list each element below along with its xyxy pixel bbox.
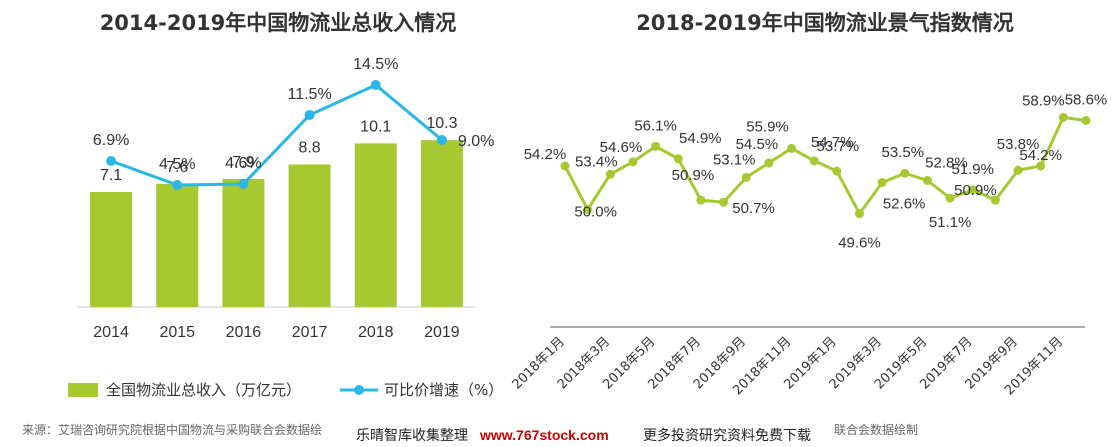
- index-point-label: 56.1%: [634, 117, 677, 134]
- growth-point-label: 4.5%: [159, 156, 195, 173]
- revenue-bar: [288, 164, 331, 307]
- index-point: [764, 158, 774, 168]
- year-tick-label: 2019: [424, 324, 460, 341]
- index-point: [900, 168, 910, 178]
- index-point-label: 50.0%: [574, 203, 617, 220]
- index-point-label: 50.9%: [672, 167, 715, 184]
- year-tick-label: 2018: [358, 324, 394, 341]
- legend-swatch-bar: [68, 383, 98, 397]
- index-point: [1058, 112, 1068, 122]
- index-point-label: 55.9%: [746, 118, 789, 135]
- index-point: [968, 185, 978, 195]
- legend-label-bar: 全国物流业总收入（万亿元）: [106, 381, 301, 399]
- index-point-label: 54.5%: [736, 136, 779, 153]
- index-point: [1013, 165, 1023, 175]
- index-point: [922, 175, 932, 185]
- watermark-url: www.767stock.com: [479, 427, 609, 443]
- legend-label-line: 可比价增速（%）: [384, 381, 503, 399]
- index-point: [877, 178, 887, 188]
- revenue-bar: [420, 140, 463, 307]
- growth-point: [304, 110, 315, 120]
- index-point: [787, 143, 797, 153]
- index-line: [563, 115, 1087, 217]
- left-chart-title: 2014-2019年中国物流业总收入情况: [100, 11, 457, 35]
- source-note: 来源：艾瑞咨询研究院根据中国物流与采购联合会数据绘: [22, 422, 322, 437]
- left-chart: 7.1 7.6 7.9 8.8 10.1 10.3 6.9% 4.5% 4.6% 11.5% 14…: [78, 56, 494, 341]
- index-point: [696, 195, 706, 205]
- revenue-bar-label: 7.6: [166, 159, 188, 176]
- index-point-label: 52.6%: [883, 196, 926, 213]
- growth-point: [172, 180, 183, 190]
- index-point-label: 50.7%: [732, 200, 775, 217]
- index-point-label: 49.6%: [838, 235, 881, 252]
- year-tick-label: 2016: [226, 324, 262, 341]
- index-point-label: 58.9%: [1022, 92, 1065, 109]
- watermark-right: 更多投资研究资料免费下载: [643, 427, 811, 444]
- revenue-bar-label: 10.3: [426, 115, 457, 132]
- revenue-bar-label: 8.8: [298, 139, 320, 156]
- index-point: [1036, 161, 1046, 171]
- index-point: [583, 204, 593, 214]
- source-note-tail: 联合会数据绘制: [834, 422, 918, 437]
- growth-point-label: 4.6%: [225, 155, 261, 172]
- index-point: [990, 195, 1000, 205]
- index-point-label: 54.9%: [679, 130, 722, 147]
- index-point-label: 54.2%: [524, 146, 567, 163]
- index-point-label: 53.7%: [817, 138, 860, 155]
- index-point-label: 53.1%: [713, 151, 756, 168]
- growth-point: [436, 135, 447, 145]
- index-point: [628, 157, 638, 167]
- revenue-bar: [90, 191, 133, 307]
- index-point: [673, 154, 683, 164]
- growth-point: [370, 80, 381, 90]
- index-point: [1081, 115, 1091, 125]
- index-point: [560, 161, 570, 171]
- index-point-label: 53.8%: [997, 136, 1040, 153]
- index-point-label: 51.9%: [951, 161, 994, 178]
- growth-point-label: 11.5%: [287, 86, 331, 103]
- index-point: [605, 169, 615, 179]
- growth-point-label: 6.9%: [93, 132, 129, 149]
- index-point: [719, 197, 729, 207]
- index-point-label: 54.6%: [600, 139, 643, 156]
- index-point: [854, 209, 864, 219]
- index-point-label: 52.8%: [925, 154, 968, 171]
- growth-point: [238, 179, 249, 189]
- watermark-background: [352, 423, 820, 445]
- index-point-label: 53.4%: [575, 153, 618, 170]
- growth-point-label: 9.0%: [458, 133, 494, 150]
- right-chart: 54.2% 50.0% 53.4%54.6% 56.1%54.9% 50.9% 50.7%…: [510, 91, 1108, 398]
- legend-marker-line: [354, 385, 364, 395]
- revenue-bar-label: 7.9: [232, 154, 254, 171]
- growth-point-label: 14.5%: [353, 56, 398, 73]
- index-point-label: 51.1%: [929, 214, 972, 231]
- right-chart-title: 2018-2019年中国物流业景气指数情况: [636, 11, 1014, 35]
- index-point: [809, 156, 819, 166]
- year-tick-label: 2017: [292, 324, 328, 341]
- index-point: [741, 172, 751, 182]
- legend: 全国物流业总收入（万亿元） 可比价增速（%）: [68, 381, 503, 399]
- index-point-label: 53.5%: [882, 144, 925, 161]
- index-point-label: 54.7%: [811, 134, 854, 151]
- revenue-bar-label: 10.1: [360, 118, 391, 135]
- revenue-bar: [354, 143, 397, 307]
- revenue-bar: [222, 179, 265, 307]
- index-point-label: 50.9%: [954, 182, 997, 199]
- index-point: [651, 141, 661, 151]
- watermark-left: 乐晴智库收集整理: [356, 427, 468, 444]
- growth-line: [110, 83, 443, 187]
- index-point: [832, 166, 842, 176]
- year-tick-label: 2015: [159, 324, 195, 341]
- index-point-label: 58.6%: [1065, 91, 1108, 108]
- growth-point: [106, 156, 117, 166]
- revenue-bar: [156, 183, 199, 307]
- index-point-label: 54.2%: [1019, 147, 1062, 164]
- revenue-bar-label: 7.1: [100, 167, 122, 184]
- index-point: [945, 193, 955, 203]
- year-tick-label: 2014: [93, 324, 129, 341]
